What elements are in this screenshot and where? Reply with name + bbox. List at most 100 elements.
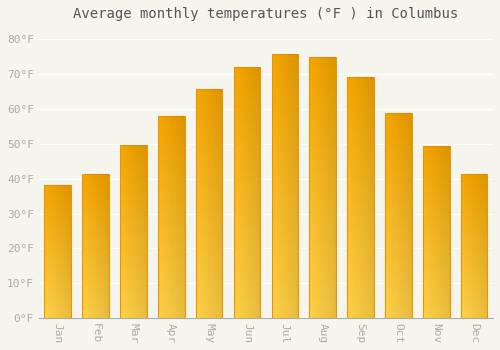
Bar (234, 202, 260, 205)
Bar (98, 174, 99, 318)
Bar (348, 258, 374, 260)
Bar (348, 253, 374, 255)
Bar (385, 267, 411, 269)
Bar (216, 89, 217, 318)
Bar (310, 198, 336, 201)
Bar (350, 77, 351, 318)
Bar (385, 134, 411, 136)
Bar (423, 150, 450, 152)
Bar (461, 241, 487, 243)
Bar (423, 273, 450, 275)
Bar (316, 57, 318, 318)
Bar (44, 266, 71, 267)
Bar (385, 113, 411, 318)
Bar (182, 116, 183, 318)
Bar (461, 240, 487, 241)
Bar (82, 237, 109, 239)
Bar (348, 251, 374, 253)
Bar (44, 237, 71, 238)
Bar (158, 116, 159, 318)
Bar (82, 262, 109, 263)
Bar (234, 313, 260, 315)
Bar (272, 128, 298, 131)
Bar (431, 146, 432, 318)
Bar (44, 275, 71, 276)
Bar (120, 191, 146, 193)
Bar (310, 258, 336, 260)
Bar (272, 120, 298, 123)
Bar (272, 223, 298, 226)
Bar (234, 149, 260, 152)
Bar (82, 186, 109, 187)
Bar (461, 314, 487, 315)
Bar (392, 113, 393, 318)
Bar (234, 177, 260, 180)
Bar (461, 201, 487, 203)
Bar (82, 285, 109, 286)
Bar (310, 193, 336, 195)
Bar (423, 174, 450, 175)
Bar (310, 104, 336, 106)
Bar (310, 109, 336, 112)
Bar (44, 195, 71, 197)
Bar (461, 177, 487, 178)
Bar (461, 276, 487, 278)
Bar (234, 258, 260, 260)
Bar (234, 223, 260, 225)
Bar (348, 90, 374, 92)
Bar (423, 222, 450, 224)
Bar (310, 250, 336, 253)
Bar (348, 102, 374, 104)
Bar (120, 150, 146, 152)
Bar (385, 242, 411, 244)
Bar (196, 316, 222, 318)
Bar (172, 116, 173, 318)
Bar (234, 102, 260, 104)
Bar (44, 203, 71, 205)
Bar (461, 216, 487, 217)
Bar (44, 307, 71, 309)
Bar (272, 315, 298, 318)
Bar (348, 234, 374, 236)
Bar (385, 199, 411, 201)
Bar (332, 57, 334, 318)
Bar (220, 89, 222, 318)
Bar (423, 186, 450, 188)
Bar (158, 172, 184, 174)
Bar (82, 230, 109, 231)
Bar (461, 231, 487, 233)
Bar (272, 234, 298, 236)
Bar (461, 236, 487, 237)
Bar (158, 190, 184, 192)
Bar (334, 57, 335, 318)
Bar (158, 253, 184, 255)
Bar (120, 294, 146, 295)
Bar (196, 270, 222, 272)
Bar (82, 210, 109, 211)
Bar (348, 142, 374, 145)
Bar (158, 116, 184, 118)
Bar (82, 191, 109, 193)
Bar (310, 122, 336, 125)
Bar (196, 167, 222, 169)
Bar (423, 172, 450, 174)
Bar (183, 116, 184, 318)
Bar (461, 224, 487, 226)
Bar (234, 97, 260, 99)
Bar (120, 160, 146, 162)
Bar (198, 89, 200, 318)
Bar (158, 207, 184, 209)
Bar (310, 187, 336, 190)
Bar (102, 174, 104, 318)
Bar (423, 302, 450, 304)
Bar (423, 241, 450, 243)
Bar (385, 136, 411, 138)
Bar (423, 181, 450, 182)
Bar (310, 174, 336, 177)
Bar (272, 139, 298, 141)
Bar (196, 185, 222, 188)
Bar (461, 271, 487, 272)
Bar (348, 270, 374, 272)
Bar (120, 281, 146, 283)
Bar (310, 294, 336, 297)
